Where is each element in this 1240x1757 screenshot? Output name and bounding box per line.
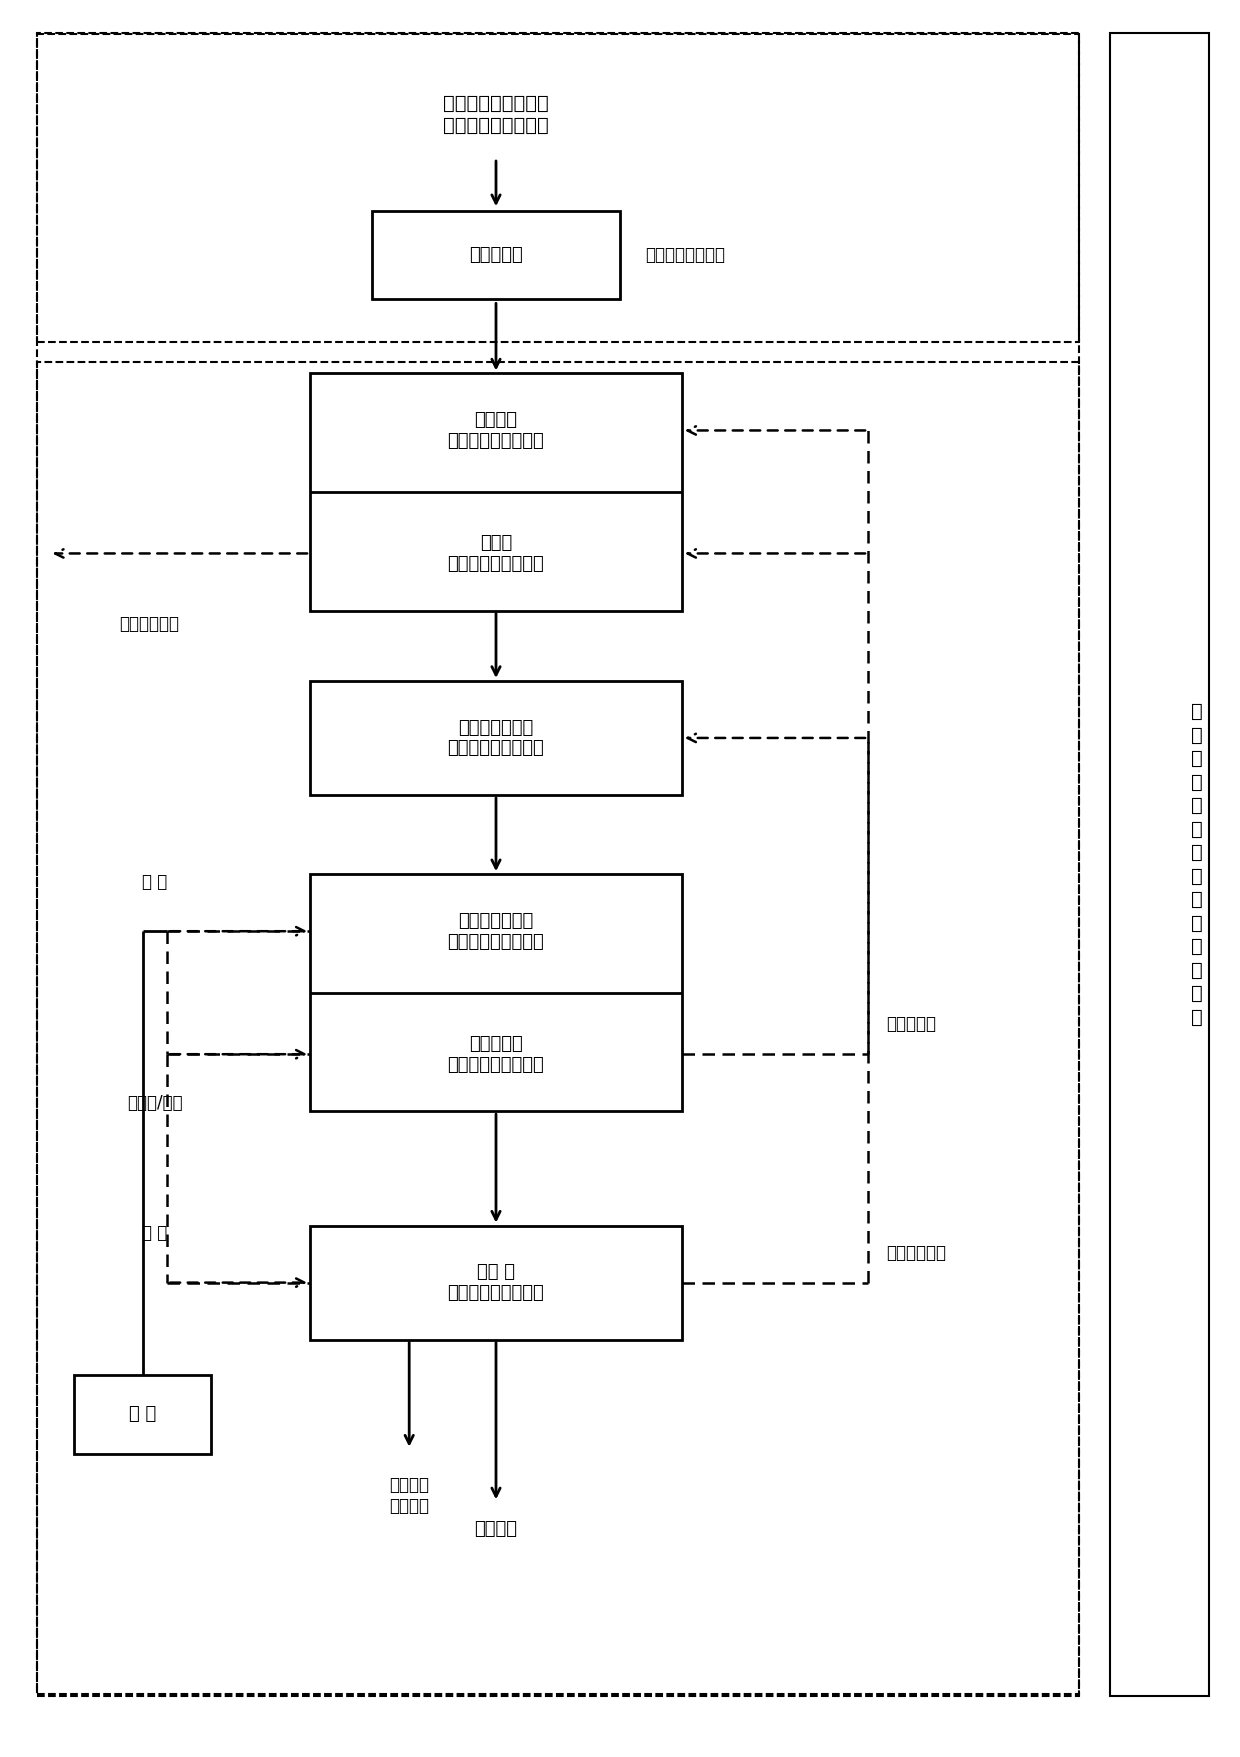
- Text: 污泥浮渣排出外运: 污泥浮渣排出外运: [645, 246, 725, 264]
- Text: 部分污泥
定期排出: 部分污泥 定期排出: [389, 1476, 429, 1515]
- Text: 硝化液回流: 硝化液回流: [887, 1016, 936, 1033]
- Bar: [37, 33, 1079, 1696]
- Text: 固定填料缺氧池
（强化脱氮机构二）: 固定填料缺氧池 （强化脱氮机构二）: [448, 719, 544, 757]
- Bar: [74, 1374, 211, 1453]
- Bar: [372, 211, 620, 299]
- Bar: [310, 680, 682, 794]
- Text: 部分污泥回流: 部分污泥回流: [887, 1244, 946, 1262]
- Text: 气 泵: 气 泵: [129, 1406, 156, 1423]
- Text: 固定滤床池
（强化脱氮机构四）: 固定滤床池 （强化脱氮机构四）: [448, 1035, 544, 1074]
- Bar: [37, 33, 1079, 341]
- Bar: [310, 1226, 682, 1339]
- Text: 反冲洗/气提: 反冲洗/气提: [128, 1095, 182, 1112]
- Text: 格栅调节池: 格栅调节池: [469, 246, 523, 264]
- Bar: [1110, 33, 1209, 1696]
- Text: 预脱硝池
（强化脱氮机构一）: 预脱硝池 （强化脱氮机构一）: [448, 411, 544, 450]
- Text: 管网收集的生活污水
（经化粪池处理后）: 管网收集的生活污水 （经化粪池处理后）: [443, 93, 549, 135]
- Text: 气 提: 气 提: [143, 1225, 167, 1242]
- Text: 污泥定期排出: 污泥定期排出: [119, 615, 179, 633]
- Text: 污泥池
（强化除磷机构一）: 污泥池 （强化除磷机构一）: [448, 534, 544, 573]
- Text: 载体流动好氧池
（强化脱氮机构三）: 载体流动好氧池 （强化脱氮机构三）: [448, 912, 544, 951]
- Text: 强
化
脱
氮
除
磷
循
环
式
生
物
膜
系
统: 强 化 脱 氮 除 磷 循 环 式 生 物 膜 系 统: [1190, 703, 1203, 1026]
- Bar: [310, 374, 682, 611]
- Bar: [37, 362, 1079, 1694]
- Bar: [310, 875, 682, 1110]
- Text: 达标排放: 达标排放: [475, 1520, 517, 1537]
- Text: 曝 气: 曝 气: [143, 873, 167, 891]
- Text: 沉淀 池
（强化除磷机构二）: 沉淀 池 （强化除磷机构二）: [448, 1263, 544, 1302]
